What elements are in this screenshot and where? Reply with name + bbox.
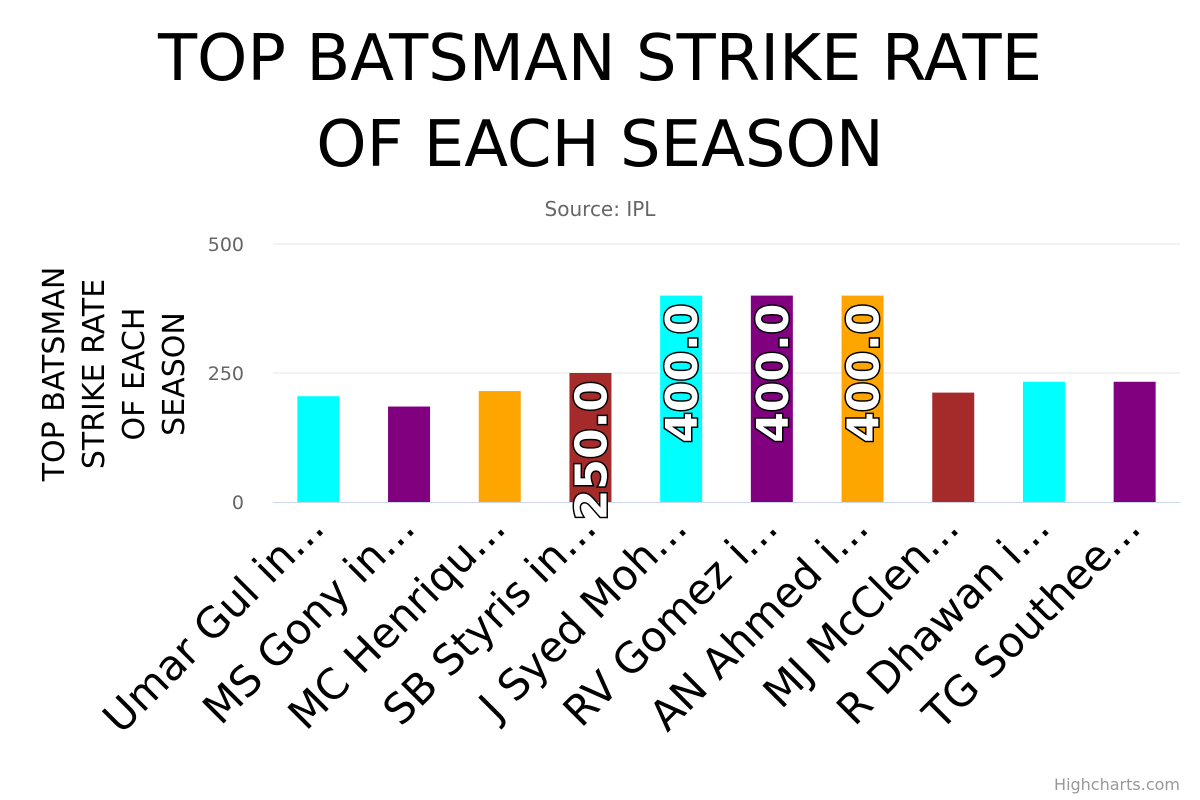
- data-label: 250.0: [566, 381, 617, 520]
- bar[interactable]: [388, 406, 431, 502]
- data-label: 400.0: [839, 304, 890, 443]
- y-tick-label: 500: [208, 234, 244, 256]
- data-label: 400.0: [657, 304, 708, 443]
- y-axis-label-line-3: OF EACH: [117, 308, 152, 441]
- y-axis-label-line-4: SEASON: [157, 312, 192, 436]
- bar[interactable]: [750, 295, 793, 502]
- bar[interactable]: [569, 373, 612, 502]
- y-axis-label-line-2: STRIKE RATE: [77, 279, 112, 469]
- bar[interactable]: [1022, 381, 1065, 502]
- credits-link[interactable]: Highcharts.com: [1054, 775, 1180, 794]
- x-axis-ticks: Umar Gul in...MS Gony in...MC Henriqu...…: [93, 502, 1149, 742]
- data-labels: 250.0 400.0 400.0 400.0: [565, 302, 891, 522]
- bars: [297, 295, 1156, 502]
- y-axis-ticks: 0 250 500: [208, 234, 244, 514]
- bar[interactable]: [841, 295, 884, 502]
- chart-title-line-1: TOP BATSMAN STRIKE RATE: [157, 22, 1042, 96]
- y-tick-label: 0: [232, 492, 244, 514]
- chart-subtitle: Source: IPL: [545, 197, 657, 221]
- bar[interactable]: [660, 295, 703, 502]
- y-tick-label: 250: [208, 363, 244, 385]
- bar[interactable]: [1113, 381, 1156, 502]
- bar[interactable]: [932, 392, 975, 502]
- y-axis-label-line-1: TOP BATSMAN: [37, 267, 72, 483]
- data-label: 400.0: [748, 304, 799, 443]
- gridlines: [273, 243, 1180, 374]
- bar[interactable]: [478, 391, 521, 502]
- bar[interactable]: [297, 396, 340, 502]
- chart-title-line-2: OF EACH SEASON: [316, 108, 884, 182]
